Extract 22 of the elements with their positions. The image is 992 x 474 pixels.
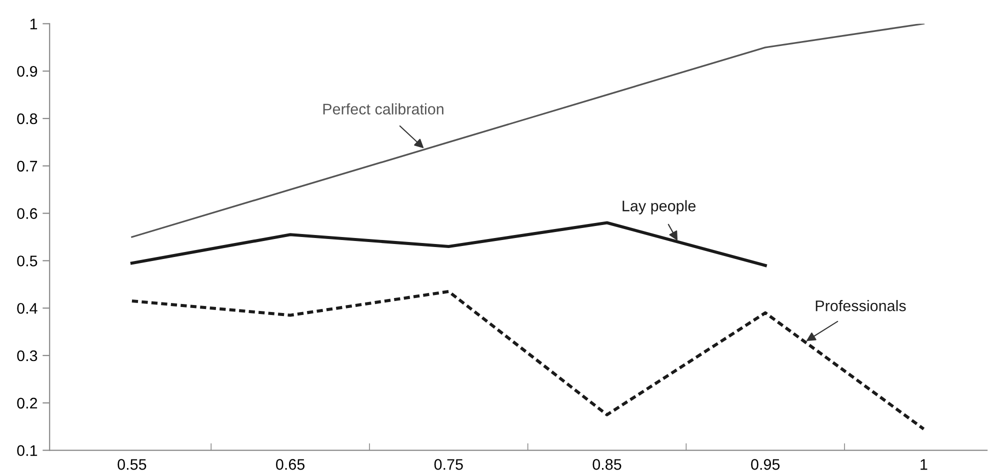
x-tick-label: 0.95 — [751, 459, 780, 470]
y-tick-label: 0.3 — [17, 350, 38, 362]
x-tick-label: 0.85 — [592, 459, 622, 470]
y-tick-label: 0.7 — [17, 160, 38, 172]
y-tick-label: 1 — [30, 18, 38, 30]
y-tick-label: 0.8 — [17, 113, 38, 124]
y-tick-label: 0.5 — [17, 256, 38, 266]
line-series — [131, 24, 925, 238]
y-tick-label: 0.4 — [17, 302, 38, 314]
series-label: Perfect calibration — [323, 103, 444, 115]
x-tick-label: 0.55 — [118, 459, 146, 470]
x-tick-label: 0.75 — [434, 459, 463, 470]
x-tick-label: 1 — [920, 459, 928, 470]
y-tick-label: 0.1 — [17, 445, 38, 456]
y-tick-label: 0.2 — [17, 398, 38, 409]
y-tick-label: 0.9 — [17, 66, 38, 77]
y-tick-label: 0.6 — [17, 208, 38, 219]
line-series — [130, 221, 767, 267]
line-series — [130, 290, 926, 430]
series-label: Lay people — [622, 200, 696, 214]
x-tick-label: 0.65 — [276, 459, 305, 470]
text: Professionals — [816, 300, 906, 312]
